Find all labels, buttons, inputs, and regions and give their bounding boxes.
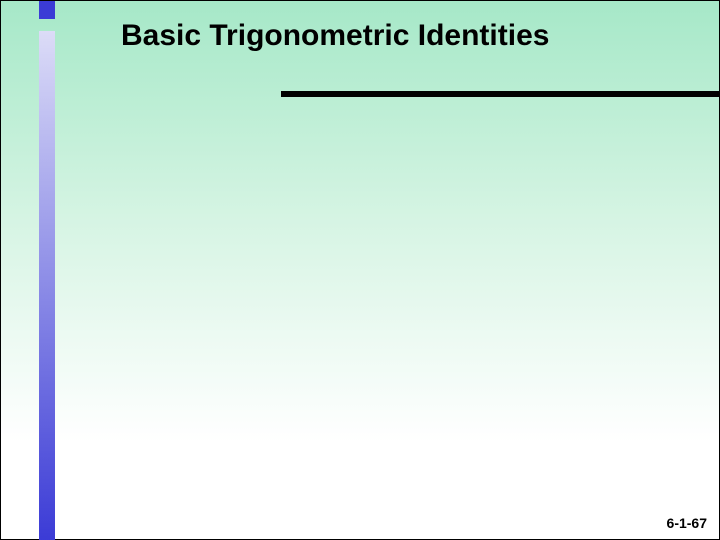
left-vertical-bar: [39, 31, 55, 540]
slide-title: Basic Trigonometric Identities: [121, 19, 549, 53]
top-tick-decoration: [39, 1, 55, 19]
slide: Basic Trigonometric Identities 6-1-67: [0, 0, 720, 540]
title-underline: [281, 91, 720, 97]
page-number: 6-1-67: [667, 515, 707, 531]
